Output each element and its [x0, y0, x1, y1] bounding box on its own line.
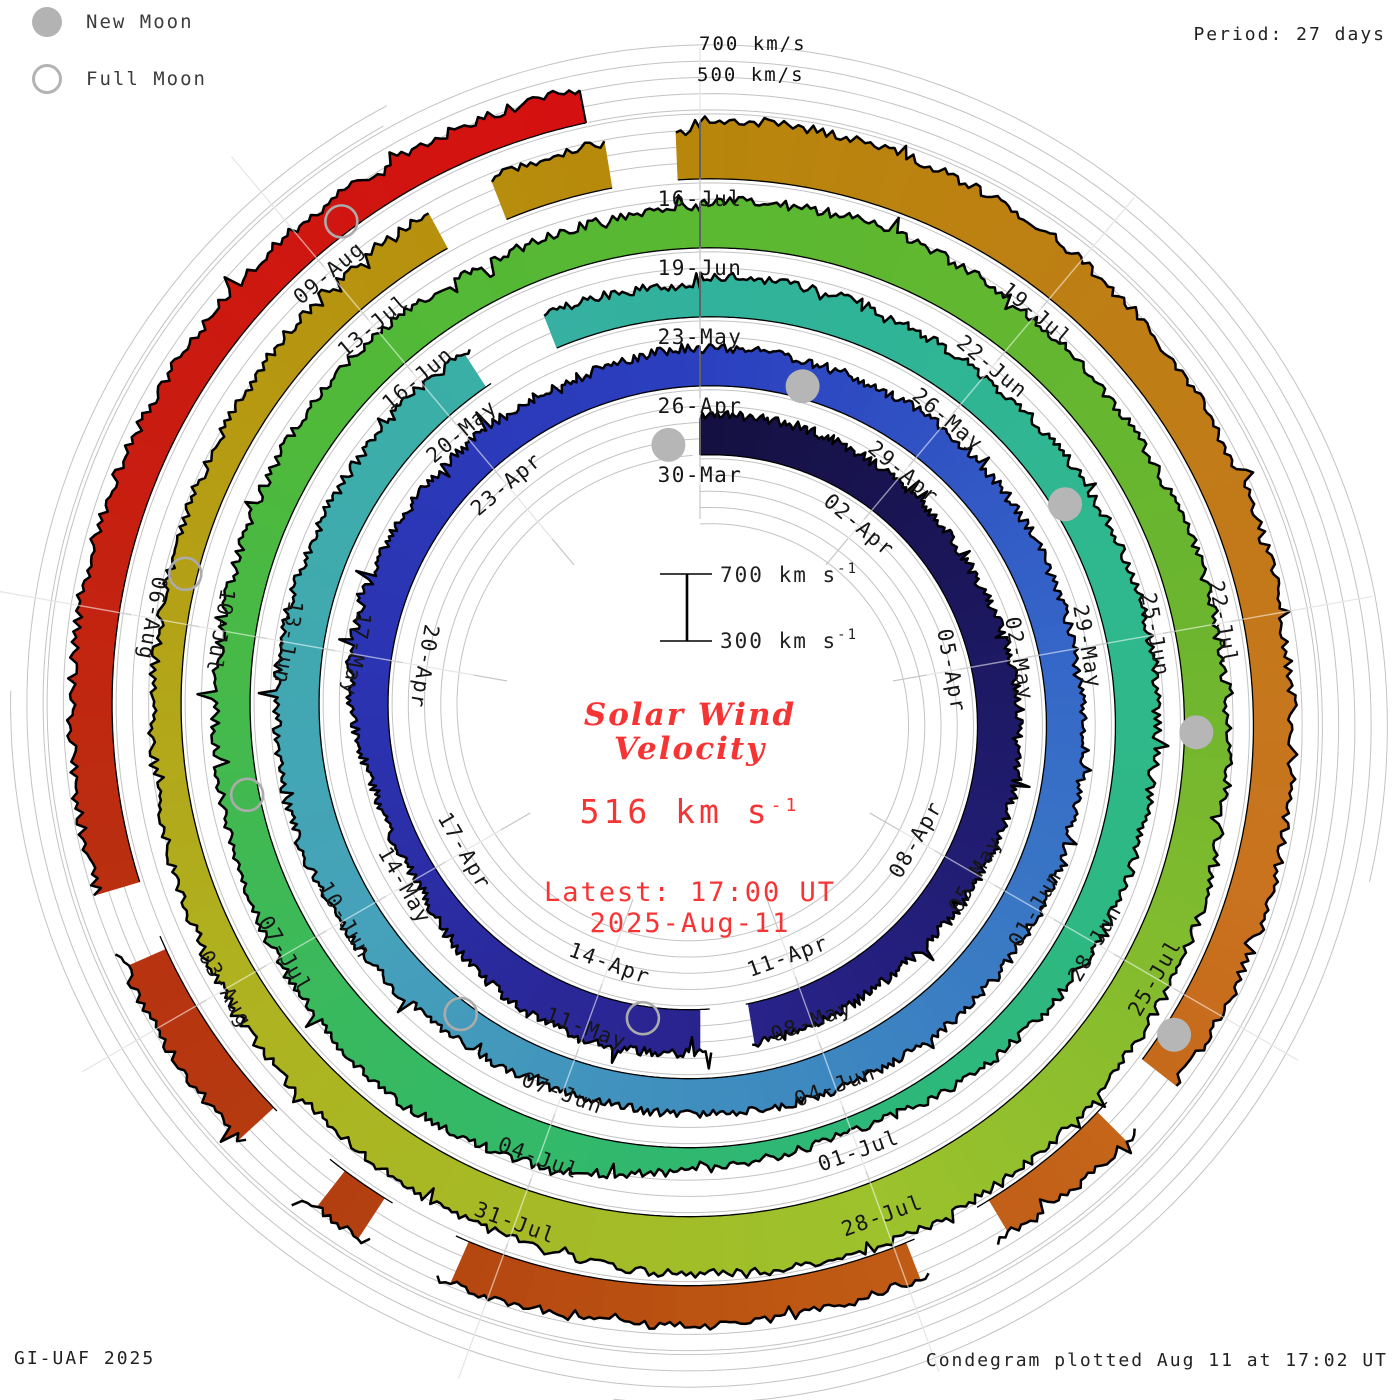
axis-label-500: 500 km/s [697, 64, 805, 86]
full-moon-marker [443, 996, 479, 1032]
velocity-scale-bar: 700 km s-1 300 km s-1 [660, 561, 858, 653]
new-moon-marker [785, 369, 820, 404]
full-moon-icon [32, 64, 62, 94]
date-label-19-Jun: 19-Jun [658, 256, 743, 280]
date-label-23-May: 23-May [658, 325, 743, 349]
center-annotations: Solar Wind Velocity 516 km s-1 Latest: 1… [480, 698, 900, 939]
latest-timestamp: Latest: 17:00 UT 2025-Aug-11 [543, 877, 837, 939]
date-label-30-Mar: 30-Mar [658, 463, 743, 487]
period-label: Period: 27 days [1193, 24, 1386, 45]
full-moon-marker [625, 1000, 661, 1036]
latest-velocity-value: 516 km s-1 [579, 792, 801, 831]
legend-full-moon-label: Full Moon [86, 68, 207, 90]
rotation-band-23-May [196, 194, 1170, 1180]
full-moon-marker [324, 204, 359, 239]
scale-bar-label: 700 km s-1 [720, 561, 858, 587]
full-moon-marker [229, 777, 265, 813]
credit-right: Condegram plotted Aug 11 at 17:02 UT [925, 1350, 1388, 1371]
plot-title-line1: Solar Wind [583, 697, 797, 733]
rotation-band-16-Jul [65, 89, 1299, 1331]
grid-spokes-overlay [0, 47, 1373, 1379]
new-moon-marker [1048, 487, 1083, 522]
date-label-16-Jul: 16-Jul [658, 187, 743, 211]
rotation-band-19-Jun [147, 118, 1234, 1279]
legend-full-moon: Full Moon [32, 64, 207, 94]
plot-title: Solar Wind Velocity [480, 698, 900, 766]
credit-left: GI-UAF 2025 [14, 1348, 156, 1369]
date-label-26-Apr: 26-Apr [658, 394, 743, 418]
scale-bar-label: 300 km s-1 [720, 627, 858, 653]
spiral-bands [65, 89, 1299, 1331]
moon-markers [167, 204, 1214, 1052]
legend-new-moon: New Moon [32, 7, 194, 37]
new-moon-marker [1157, 1017, 1192, 1052]
full-moon-marker [167, 556, 203, 592]
rotation-band-30-Mar [338, 342, 1031, 1070]
new-moon-marker [1179, 715, 1214, 750]
plot-title-line2: Velocity [613, 731, 767, 767]
axis-label-700: 700 km/s [699, 33, 807, 55]
new-moon-marker [651, 427, 686, 462]
rotation-band-26-Apr [257, 272, 1093, 1119]
legend-new-moon-label: New Moon [86, 11, 194, 33]
new-moon-icon [32, 7, 62, 37]
